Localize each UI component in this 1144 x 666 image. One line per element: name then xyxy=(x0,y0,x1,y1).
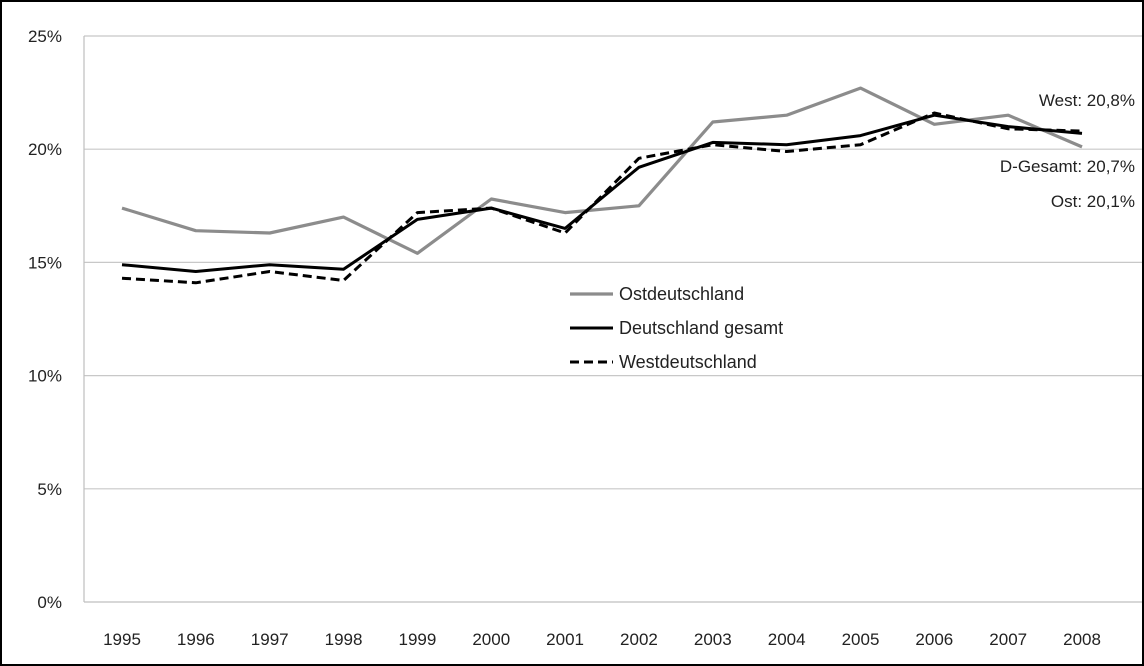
y-tick-label: 5% xyxy=(37,480,62,499)
axes: 0% 5% 10% 15% 20% 25% 1995 1996 1997 1998 1999 2000… xyxy=(28,27,1142,649)
x-tick-label: 1997 xyxy=(251,630,289,649)
x-tick-label: 2003 xyxy=(694,630,732,649)
y-tick-label: 25% xyxy=(28,27,62,46)
y-tick-label: 15% xyxy=(28,253,62,272)
end-label-west: West: 20,8% xyxy=(1039,91,1135,110)
series-line-2 xyxy=(121,111,1083,285)
series-line-1 xyxy=(121,113,1083,273)
end-labels: West: 20,8% D-Gesamt: 20,7% Ost: 20,1% xyxy=(1000,91,1135,211)
x-tick-label: 1995 xyxy=(103,630,141,649)
x-tick-label: 2008 xyxy=(1063,630,1101,649)
x-tick-label: 2007 xyxy=(989,630,1027,649)
y-tick-label: 10% xyxy=(28,367,62,386)
x-tick-label: 1996 xyxy=(177,630,215,649)
legend-label-2: Westdeutschland xyxy=(619,352,757,372)
gridlines xyxy=(84,35,1142,490)
legend-label-1: Deutschland gesamt xyxy=(619,318,783,338)
x-tick-label: 2006 xyxy=(915,630,953,649)
legend-label-0: Ostdeutschland xyxy=(619,284,744,304)
end-label-ost: Ost: 20,1% xyxy=(1051,192,1135,211)
y-tick-label: 0% xyxy=(37,593,62,612)
x-tick-label: 2000 xyxy=(472,630,510,649)
x-tick-label: 2002 xyxy=(620,630,658,649)
legend: Ostdeutschland Deutschland gesamt Westdeut… xyxy=(570,284,783,372)
x-tick-label: 2001 xyxy=(546,630,584,649)
x-tick-label: 1999 xyxy=(398,630,436,649)
x-tick-label: 2004 xyxy=(768,630,806,649)
y-tick-label: 20% xyxy=(28,140,62,159)
x-tick-label: 2005 xyxy=(842,630,880,649)
series-lines xyxy=(121,86,1083,285)
x-tick-label: 1998 xyxy=(325,630,363,649)
end-label-gesamt: D-Gesamt: 20,7% xyxy=(1000,157,1135,176)
